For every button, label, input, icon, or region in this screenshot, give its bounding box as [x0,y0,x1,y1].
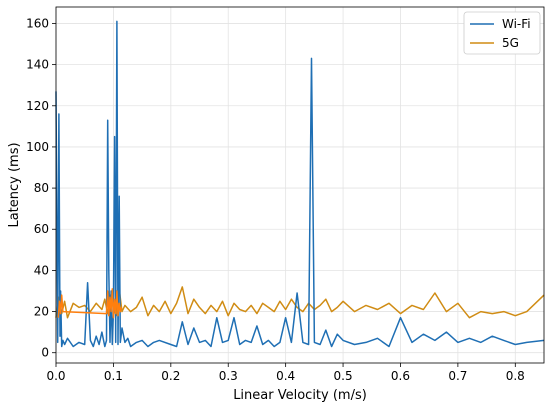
legend: Wi-Fi 5G [463,11,541,55]
x-tick-label: 0.6 [391,369,410,383]
x-tick-label: 0.5 [334,369,353,383]
y-tick-label: 0 [41,346,49,360]
y-tick-label: 140 [26,58,49,72]
series-lines [55,20,545,348]
x-tick-label: 0.3 [219,369,238,383]
grid-lines [55,7,544,363]
wifi-series-line [55,20,545,348]
y-tick-label: 160 [26,16,49,30]
x-tick-label: 0.8 [506,369,525,383]
x-tick-label: 0.0 [46,369,65,383]
axis-ticks: 0.0 0.1 0.2 0.3 0.4 0.5 0.6 0.7 0.8 0 20 40 60 80 100 1… [26,16,525,383]
y-tick-label: 20 [34,305,49,319]
x-axis-label: Linear Velocity (m/s) [233,388,367,403]
y-tick-label: 100 [26,140,49,154]
y-axis-label: Latency (ms) [7,142,22,227]
x-tick-label: 0.4 [276,369,295,383]
legend-label-wifi: Wi-Fi [502,17,531,31]
5g-cluster-series-line [57,288,123,319]
y-tick-label: 120 [26,99,49,113]
legend-label-5g: 5G [502,36,519,50]
plot-frame [55,6,545,364]
x-tick-label: 0.7 [448,369,467,383]
y-tick-label: 60 [34,222,49,236]
x-tick-label: 0.2 [161,369,180,383]
y-tick-label: 40 [34,263,49,277]
y-tick-label: 80 [34,181,49,195]
x-tick-label: 0.1 [104,369,123,383]
